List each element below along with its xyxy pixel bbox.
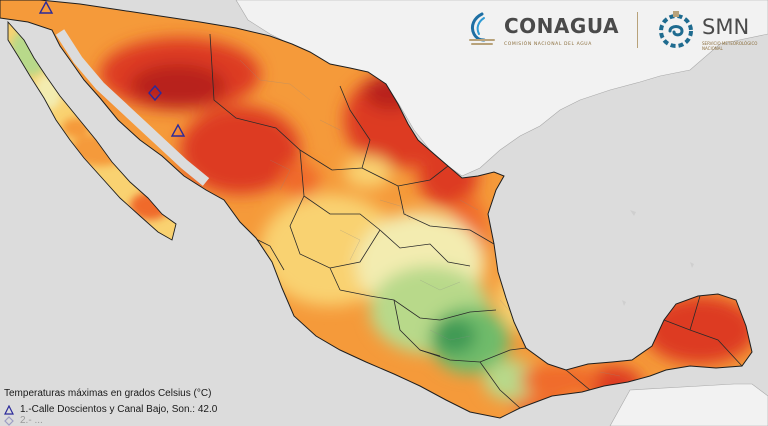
smn-name: SMN [702,15,750,39]
legend-title: Temperaturas máximas en grados Celsius (… [4,388,212,399]
conagua-name: CONAGUA [504,14,619,38]
smn-emblem-icon [659,11,693,48]
station-marker-triangle [170,123,186,137]
mexico-outline [0,0,753,419]
station-markers [38,0,186,137]
legend-item-label: 1.-Calle Doscientos y Canal Bajo, Son.: … [20,404,218,415]
diamond-icon [4,415,14,426]
conagua-logo: CONAGUA COMISIÓN NACIONAL DEL AGUA [464,8,632,52]
legend-item-label: 2.- ... [20,415,43,426]
smn-subtitle: SERVICIO METEOROLÓGICO NACIONAL [702,41,758,51]
central-america-land [609,383,768,426]
conagua-subtitle: COMISIÓN NACIONAL DEL AGUA [504,42,592,47]
station-marker-diamond [148,84,162,102]
triangle-icon [4,404,14,415]
state-boundaries [209,33,743,409]
map-legend: Temperaturas máximas en grados Celsius (… [4,388,217,426]
smn-logo: SMN SERVICIO METEOROLÓGICO NACIONAL [656,8,764,54]
legend-item: 2.- ... [4,415,217,426]
gulf-of-california [55,29,210,186]
conagua-emblem-icon [469,12,495,45]
legend-item: 1.-Calle Doscientos y Canal Bajo, Son.: … [4,404,217,415]
logo-divider [637,12,638,48]
station-marker-triangle [38,0,54,14]
